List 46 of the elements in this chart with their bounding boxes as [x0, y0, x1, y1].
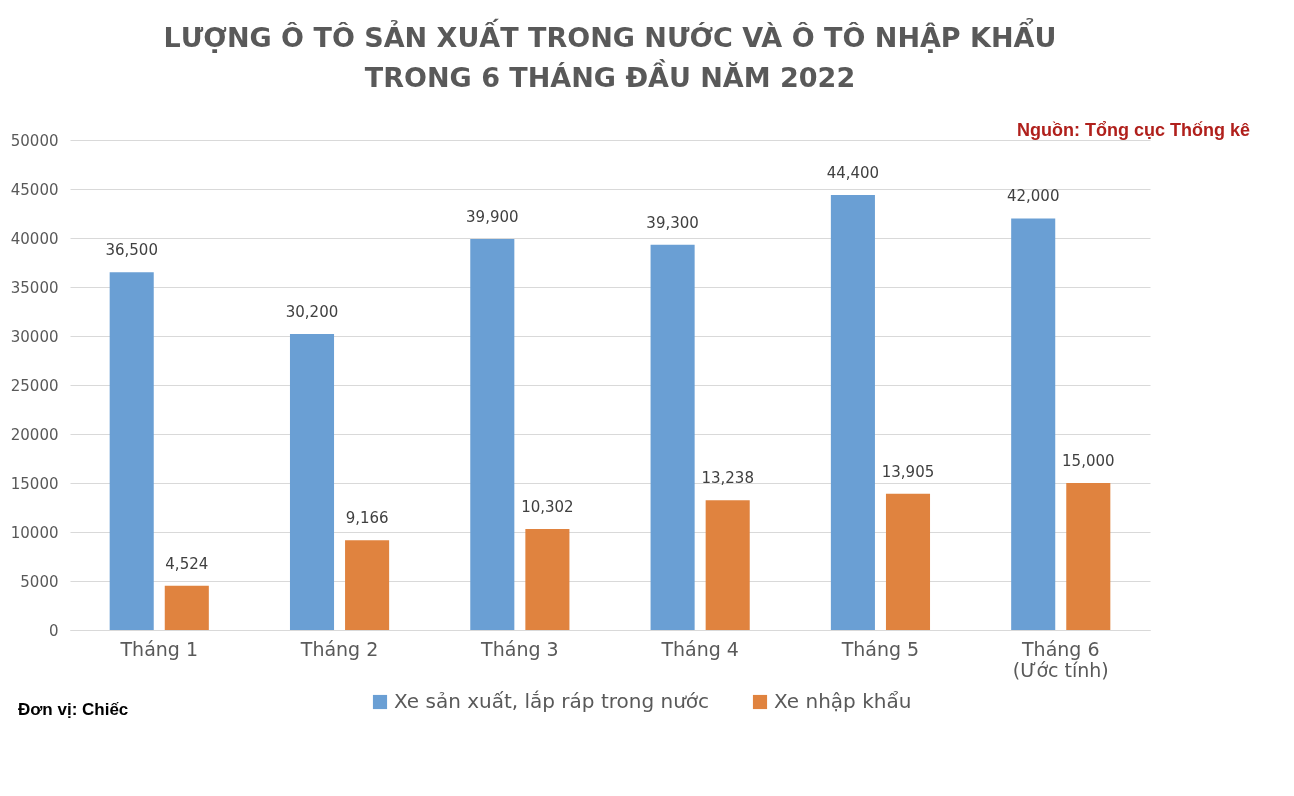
y-tick-label: 35000 — [10, 278, 59, 297]
bar — [470, 238, 515, 630]
bar — [1011, 218, 1056, 630]
bar — [830, 194, 875, 630]
x-tick-label: Tháng 3 — [480, 637, 559, 660]
bar — [345, 540, 390, 630]
y-tick-label: 10000 — [10, 523, 59, 542]
x-tick-label: Tháng 6 (Ước tính) — [1012, 637, 1109, 681]
y-tick-label: 5000 — [20, 572, 59, 591]
bar — [109, 272, 154, 630]
data-label: 30,200 — [285, 303, 339, 322]
bar — [650, 244, 695, 630]
legend-label: Xe sản xuất, lắp ráp trong nước — [394, 689, 710, 713]
y-tick-label: 50000 — [10, 131, 59, 150]
data-label: 4,524 — [165, 554, 209, 573]
bar — [289, 334, 335, 630]
data-label: 44,400 — [826, 163, 880, 182]
data-label: 42,000 — [1006, 187, 1060, 206]
legend-label: Xe nhập khẩu — [774, 689, 912, 713]
x-tick-label: Tháng 2 — [299, 637, 379, 660]
data-label: 9,166 — [345, 509, 389, 528]
y-tick-label: 0 — [48, 621, 59, 640]
y-tick-label: 20000 — [10, 425, 59, 444]
data-label: 39,300 — [646, 213, 699, 232]
y-tick-label: 15000 — [10, 474, 59, 493]
x-tick-label: Tháng 4 — [660, 637, 739, 660]
data-label: 13,905 — [881, 462, 935, 481]
data-label: 36,500 — [105, 241, 158, 260]
bar — [525, 529, 570, 630]
y-tick-label: 40000 — [10, 229, 59, 248]
bar — [164, 585, 209, 630]
x-tick-label: Tháng 1 — [119, 637, 199, 660]
data-label: 15,000 — [1062, 452, 1115, 470]
y-tick-label: 25000 — [10, 376, 59, 395]
x-tick-label: Tháng 5 — [840, 637, 920, 660]
data-label: 10,302 — [521, 498, 574, 517]
bar — [885, 493, 931, 630]
text: Nguồn: Tổng cục Thống kê — [1017, 120, 1250, 141]
y-tick-label: 30000 — [10, 327, 59, 346]
text: Đơn vị: Chiếc — [18, 700, 129, 720]
data-label: 13,238 — [701, 469, 754, 488]
chart-title: LƯỢNG Ô TÔ SẢN XUẤT TRONG NƯỚC VÀ Ô TÔ NHẬP KHẨU TRONG 6 THÁNG ĐẦU NĂM 2022 — [163, 17, 1057, 93]
bar — [705, 500, 750, 630]
y-tick-label: 45000 — [10, 180, 59, 199]
data-label: 39,900 — [466, 207, 519, 226]
bar — [1066, 483, 1111, 630]
